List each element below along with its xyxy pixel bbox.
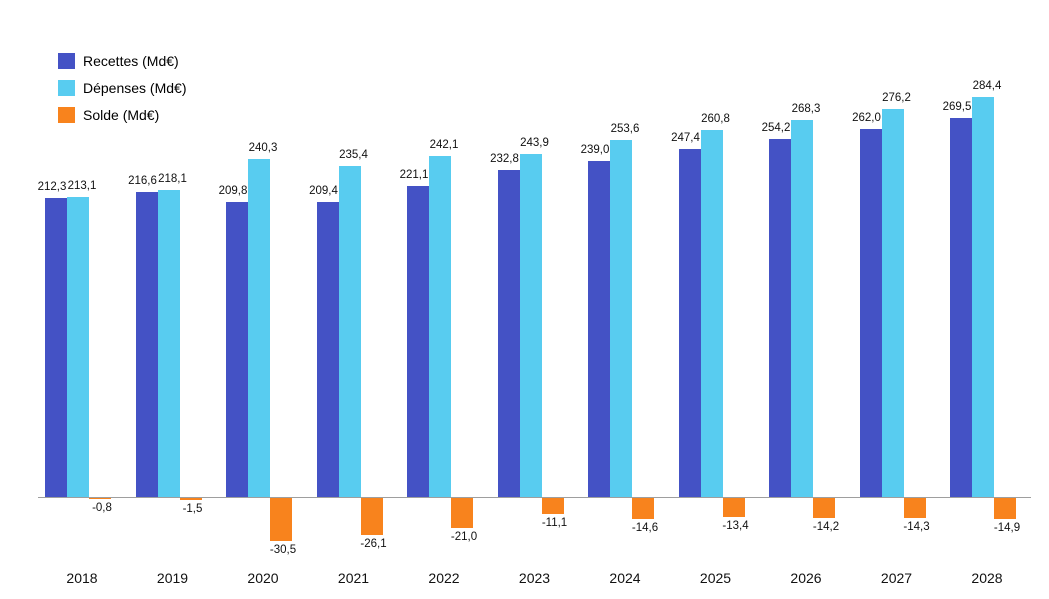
- bar-recettes-2018: [45, 198, 67, 497]
- bar-recettes-2022: [407, 186, 429, 497]
- bar-depenses-2023: [519, 153, 542, 497]
- bar-solde-2019: [179, 498, 202, 501]
- bar-solde-2026: [813, 498, 835, 518]
- category-label-2021: 2021: [337, 570, 370, 586]
- legend-swatch-solde-icon: [58, 106, 75, 123]
- value-label-recettes-2020: 209,8: [218, 184, 248, 197]
- value-label-recettes-2024: 239,0: [580, 143, 610, 156]
- value-label-recettes-2018: 212,3: [37, 181, 67, 194]
- bar-recettes-2027: [859, 128, 882, 497]
- category-label-2024: 2024: [609, 570, 641, 586]
- value-label-depenses-2020: 240,3: [248, 142, 278, 155]
- value-label-solde-2021: -26,1: [360, 537, 387, 550]
- bar-depenses-2027: [881, 108, 904, 497]
- category-label-2028: 2028: [971, 570, 1003, 586]
- category-label-2026: 2026: [790, 570, 822, 586]
- value-label-solde-2019: -1,5: [182, 503, 203, 516]
- bar-solde-2024: [632, 498, 654, 519]
- bar-recettes-2020: [226, 201, 248, 497]
- value-label-depenses-2026: 268,3: [791, 102, 821, 115]
- value-label-depenses-2027: 276,2: [882, 91, 911, 104]
- value-label-depenses-2028: 284,4: [972, 80, 1002, 92]
- value-label-recettes-2028: 269,5: [942, 100, 972, 113]
- legend-label-solde: Solde (Md€): [83, 106, 160, 123]
- value-label-recettes-2026: 254,2: [761, 122, 791, 135]
- value-label-solde-2025: -13,4: [722, 519, 749, 532]
- bar-solde-2020: [270, 498, 292, 541]
- value-label-recettes-2027: 262,0: [852, 111, 881, 124]
- value-label-depenses-2021: 235,4: [339, 148, 368, 161]
- bar-recettes-2026: [769, 139, 791, 497]
- value-label-solde-2023: -11,1: [541, 516, 568, 529]
- bar-solde-2025: [722, 498, 745, 517]
- bar-solde-2028: [994, 498, 1016, 519]
- bar-recettes-2023: [497, 169, 520, 497]
- bar-depenses-2028: [972, 97, 994, 497]
- legend-item-solde: Solde (Md€): [58, 106, 187, 123]
- legend-item-recettes: Recettes (Md€): [58, 52, 187, 69]
- value-label-depenses-2022: 242,1: [429, 139, 459, 152]
- value-label-solde-2026: -14,2: [812, 520, 840, 533]
- value-label-depenses-2024: 253,6: [610, 123, 640, 136]
- bar-depenses-2019: [157, 190, 180, 497]
- category-label-2022: 2022: [428, 570, 460, 586]
- legend-swatch-recettes-icon: [58, 52, 75, 69]
- value-label-solde-2024: -14,6: [631, 521, 659, 534]
- value-label-solde-2022: -21,0: [450, 530, 478, 543]
- value-label-recettes-2021: 209,4: [309, 185, 338, 198]
- value-label-recettes-2022: 221,1: [399, 169, 429, 182]
- value-label-depenses-2023: 243,9: [520, 136, 549, 149]
- bar-depenses-2024: [610, 140, 632, 497]
- bar-depenses-2020: [248, 159, 270, 497]
- legend: Recettes (Md€) Dépenses (Md€) Solde (Md€…: [58, 52, 187, 133]
- value-label-solde-2018: -0,8: [92, 502, 112, 515]
- bar-recettes-2021: [316, 202, 339, 497]
- bar-depenses-2025: [700, 130, 723, 497]
- value-label-solde-2027: -14,3: [903, 521, 930, 534]
- value-label-recettes-2019: 216,6: [128, 175, 157, 188]
- category-label-2025: 2025: [699, 570, 732, 586]
- category-label-2018: 2018: [66, 570, 98, 586]
- category-label-2023: 2023: [518, 570, 551, 586]
- bar-solde-2023: [541, 498, 564, 514]
- category-label-2027: 2027: [880, 570, 913, 586]
- bar-depenses-2022: [429, 156, 451, 497]
- x-axis-line: [38, 497, 1031, 498]
- value-label-recettes-2025: 247,4: [671, 132, 700, 145]
- value-label-depenses-2025: 260,8: [701, 113, 730, 126]
- legend-label-depenses: Dépenses (Md€): [83, 79, 187, 96]
- bar-recettes-2019: [135, 192, 158, 497]
- bar-recettes-2024: [588, 160, 610, 497]
- value-label-solde-2020: -30,5: [269, 543, 297, 556]
- category-label-2019: 2019: [156, 570, 189, 586]
- bar-recettes-2025: [678, 149, 701, 497]
- value-label-solde-2028: -14,9: [993, 521, 1021, 534]
- bar-depenses-2018: [67, 197, 89, 497]
- legend-swatch-depenses-icon: [58, 79, 75, 96]
- bar-solde-2027: [903, 498, 926, 519]
- legend-item-depenses: Dépenses (Md€): [58, 79, 187, 96]
- category-label-2020: 2020: [247, 570, 279, 586]
- bar-recettes-2028: [950, 117, 972, 497]
- bar-depenses-2026: [791, 119, 813, 497]
- value-label-depenses-2019: 218,1: [158, 173, 187, 186]
- bar-solde-2021: [360, 498, 383, 535]
- bar-depenses-2021: [338, 165, 361, 497]
- value-label-depenses-2018: 213,1: [67, 180, 97, 193]
- bar-solde-2022: [451, 498, 473, 528]
- value-label-recettes-2023: 232,8: [490, 152, 519, 165]
- bar-solde-2018: [89, 498, 111, 500]
- legend-label-recettes: Recettes (Md€): [83, 52, 179, 69]
